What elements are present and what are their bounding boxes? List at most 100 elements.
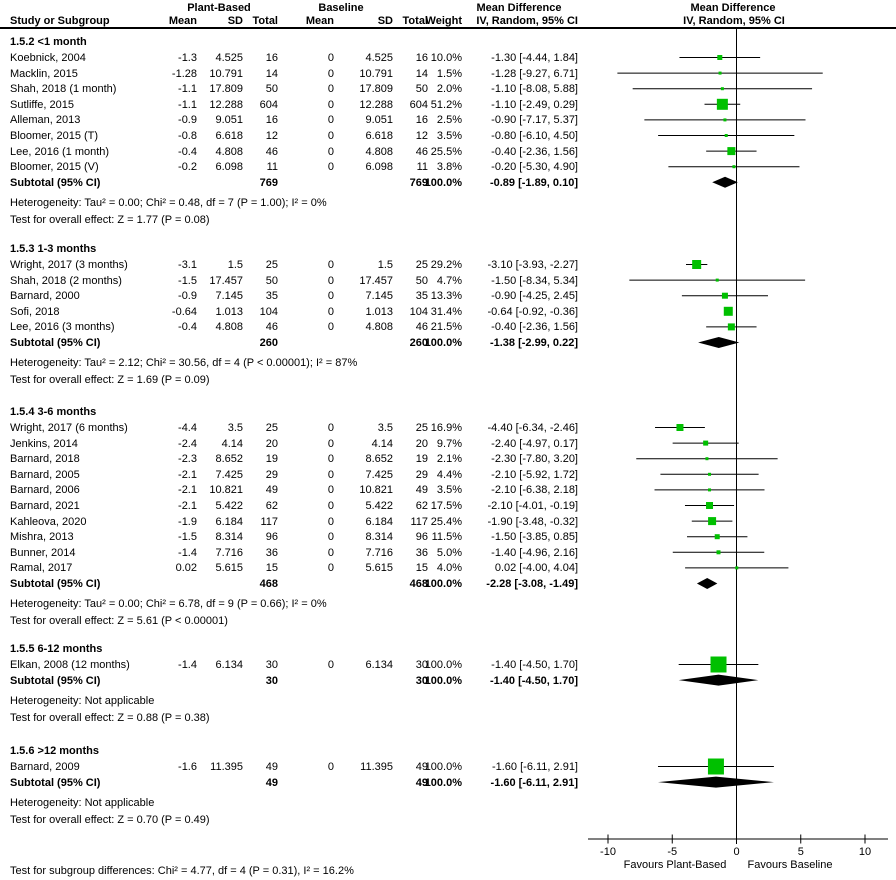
cell-ctl-mean: 0 xyxy=(327,305,334,318)
cell-weight: 3.5% xyxy=(436,130,462,142)
cell-ci-text: -0.40 [-2.36, 1.56] xyxy=(491,321,578,334)
cell-weight: 51.2% xyxy=(430,98,462,111)
col-header-weight: Weight xyxy=(425,15,462,27)
cell-ci-text: -2.30 [-7.80, 3.20] xyxy=(491,453,578,466)
cell-weight: 25.5% xyxy=(430,145,462,158)
subtotal-ci-text: -1.40 [-4.50, 1.70] xyxy=(489,674,578,687)
cell-weight: 21.5% xyxy=(430,321,462,334)
cell-ci-text: -0.20 [-5.30, 4.90] xyxy=(491,161,578,174)
cell-exp-mean: -0.4 xyxy=(178,145,197,158)
cell-exp-mean: -2.1 xyxy=(178,484,197,497)
cell-weight: 3.8% xyxy=(436,161,462,174)
cell-exp-total: 104 xyxy=(259,305,278,318)
axis-tick-label: -5 xyxy=(667,846,677,858)
cell-ci-text: -2.10 [-5.92, 1.72] xyxy=(491,468,578,481)
cell-exp-sd: 11.395 xyxy=(210,761,243,773)
cell-exp-mean: -0.9 xyxy=(178,114,197,127)
cell-weight: 31.4% xyxy=(430,305,462,318)
cell-exp-sd: 8.652 xyxy=(215,453,243,466)
study-label: Wright, 2017 (6 months) xyxy=(10,422,128,434)
subtotal-diamond xyxy=(698,337,740,348)
cell-ctl-total: 29 xyxy=(415,468,428,481)
cell-exp-total: 20 xyxy=(265,437,278,450)
cell-exp-mean: -2.4 xyxy=(178,437,197,450)
subgroup-heading: 1.5.6 >12 months xyxy=(10,745,99,757)
cell-ctl-total: 12 xyxy=(415,130,428,142)
subgroup-heading: 1.5.4 3-6 months xyxy=(10,406,97,418)
cell-ci-text: -1.50 [-8.34, 5.34] xyxy=(491,274,578,287)
axis-tick-label: 10 xyxy=(859,846,871,858)
study-label: Barnard, 2021 xyxy=(10,500,80,512)
heterogeneity-text: Heterogeneity: Tau² = 0.00; Chi² = 6.78,… xyxy=(10,598,327,610)
subgroup-differences-note: Test for subgroup differences: Chi² = 4.… xyxy=(10,865,354,877)
overall-effect-text: Test for overall effect: Z = 5.61 (P < 0… xyxy=(10,615,228,627)
cell-ctl-total: 46 xyxy=(415,145,428,158)
cell-ctl-total: 30 xyxy=(415,659,428,671)
cell-exp-sd: 5.422 xyxy=(215,500,243,512)
cell-exp-mean: -4.4 xyxy=(178,422,197,434)
cell-ci-text: -1.10 [-2.49, 0.29] xyxy=(491,98,578,111)
cell-ctl-mean: 0 xyxy=(327,67,334,80)
cell-weight: 9.7% xyxy=(436,437,462,450)
heterogeneity-text: Heterogeneity: Not applicable xyxy=(10,796,155,809)
cell-exp-total: 12 xyxy=(265,130,278,142)
effect-square xyxy=(732,165,736,169)
cell-ctl-mean: 0 xyxy=(327,130,334,142)
cell-exp-sd: 10.821 xyxy=(209,484,243,497)
subtotal-label: Subtotal (95% CI) xyxy=(10,674,101,687)
cell-ci-text: -1.28 [-9.27, 6.71] xyxy=(491,67,578,80)
cell-ctl-mean: 0 xyxy=(327,145,334,158)
cell-ctl-mean: 0 xyxy=(327,500,334,512)
cell-exp-sd: 10.791 xyxy=(209,67,243,80)
cell-weight: 100.0% xyxy=(424,761,462,773)
cell-ci-text: -0.40 [-2.36, 1.56] xyxy=(491,145,578,158)
cell-exp-sd: 3.5 xyxy=(227,422,243,434)
subtotal-ci-text: -2.28 [-3.08, -1.49] xyxy=(486,578,578,590)
cell-exp-sd: 4.808 xyxy=(215,145,243,158)
cell-exp-total: 29 xyxy=(265,468,278,481)
subtotal-label: Subtotal (95% CI) xyxy=(10,578,101,590)
effect-square xyxy=(723,306,733,316)
effect-square xyxy=(720,87,724,91)
cell-exp-mean: -1.28 xyxy=(171,67,197,80)
cell-exp-mean: -1.3 xyxy=(178,52,197,64)
study-label: Barnard, 2009 xyxy=(10,761,80,773)
subtotal-weight: 100.0% xyxy=(424,674,462,687)
subtotal-weight: 100.0% xyxy=(424,176,462,189)
subtotal-diamond xyxy=(712,176,738,188)
cell-exp-sd: 1.5 xyxy=(227,259,243,271)
cell-ctl-sd: 10.791 xyxy=(359,67,393,80)
effect-square xyxy=(708,488,712,492)
cell-exp-total: 49 xyxy=(265,484,278,497)
axis-tick-label: 5 xyxy=(798,846,804,858)
cell-weight: 29.2% xyxy=(430,259,462,271)
study-label: Kahleova, 2020 xyxy=(10,515,87,528)
cell-ci-text: -1.90 [-3.48, -0.32] xyxy=(487,515,579,528)
cell-ctl-sd: 6.134 xyxy=(365,659,393,671)
cell-ci-text: -1.40 [-4.50, 1.70] xyxy=(491,659,578,671)
cell-exp-total: 25 xyxy=(265,422,278,434)
subtotal-weight: 100.0% xyxy=(424,337,462,349)
study-label: Bloomer, 2015 (T) xyxy=(10,130,99,142)
subtotal-label: Subtotal (95% CI) xyxy=(10,176,101,189)
cell-exp-mean: -2.1 xyxy=(178,468,197,481)
cell-exp-total: 30 xyxy=(265,659,278,671)
cell-ctl-total: 16 xyxy=(415,52,428,64)
cell-ctl-sd: 9.051 xyxy=(365,114,393,127)
col-header-exp-mean: Mean xyxy=(168,15,197,27)
effect-square xyxy=(723,118,727,122)
cell-ctl-sd: 7.145 xyxy=(365,290,393,303)
cell-ctl-mean: 0 xyxy=(327,83,334,96)
cell-exp-total: 19 xyxy=(265,453,278,466)
cell-ctl-sd: 17.457 xyxy=(359,274,393,287)
cell-exp-sd: 6.184 xyxy=(215,515,243,528)
cell-exp-total: 15 xyxy=(265,562,278,575)
cell-exp-mean: -1.4 xyxy=(178,659,197,671)
study-label: Elkan, 2008 (12 months) xyxy=(10,659,130,671)
cell-ci-text: -3.10 [-3.93, -2.27] xyxy=(487,259,579,271)
cell-weight: 4.0% xyxy=(436,562,462,575)
cell-ctl-mean: 0 xyxy=(327,259,334,271)
study-label: Barnard, 2005 xyxy=(10,468,80,481)
heterogeneity-text: Heterogeneity: Tau² = 0.00; Chi² = 0.48,… xyxy=(10,196,327,209)
cell-exp-total: 16 xyxy=(265,52,278,64)
